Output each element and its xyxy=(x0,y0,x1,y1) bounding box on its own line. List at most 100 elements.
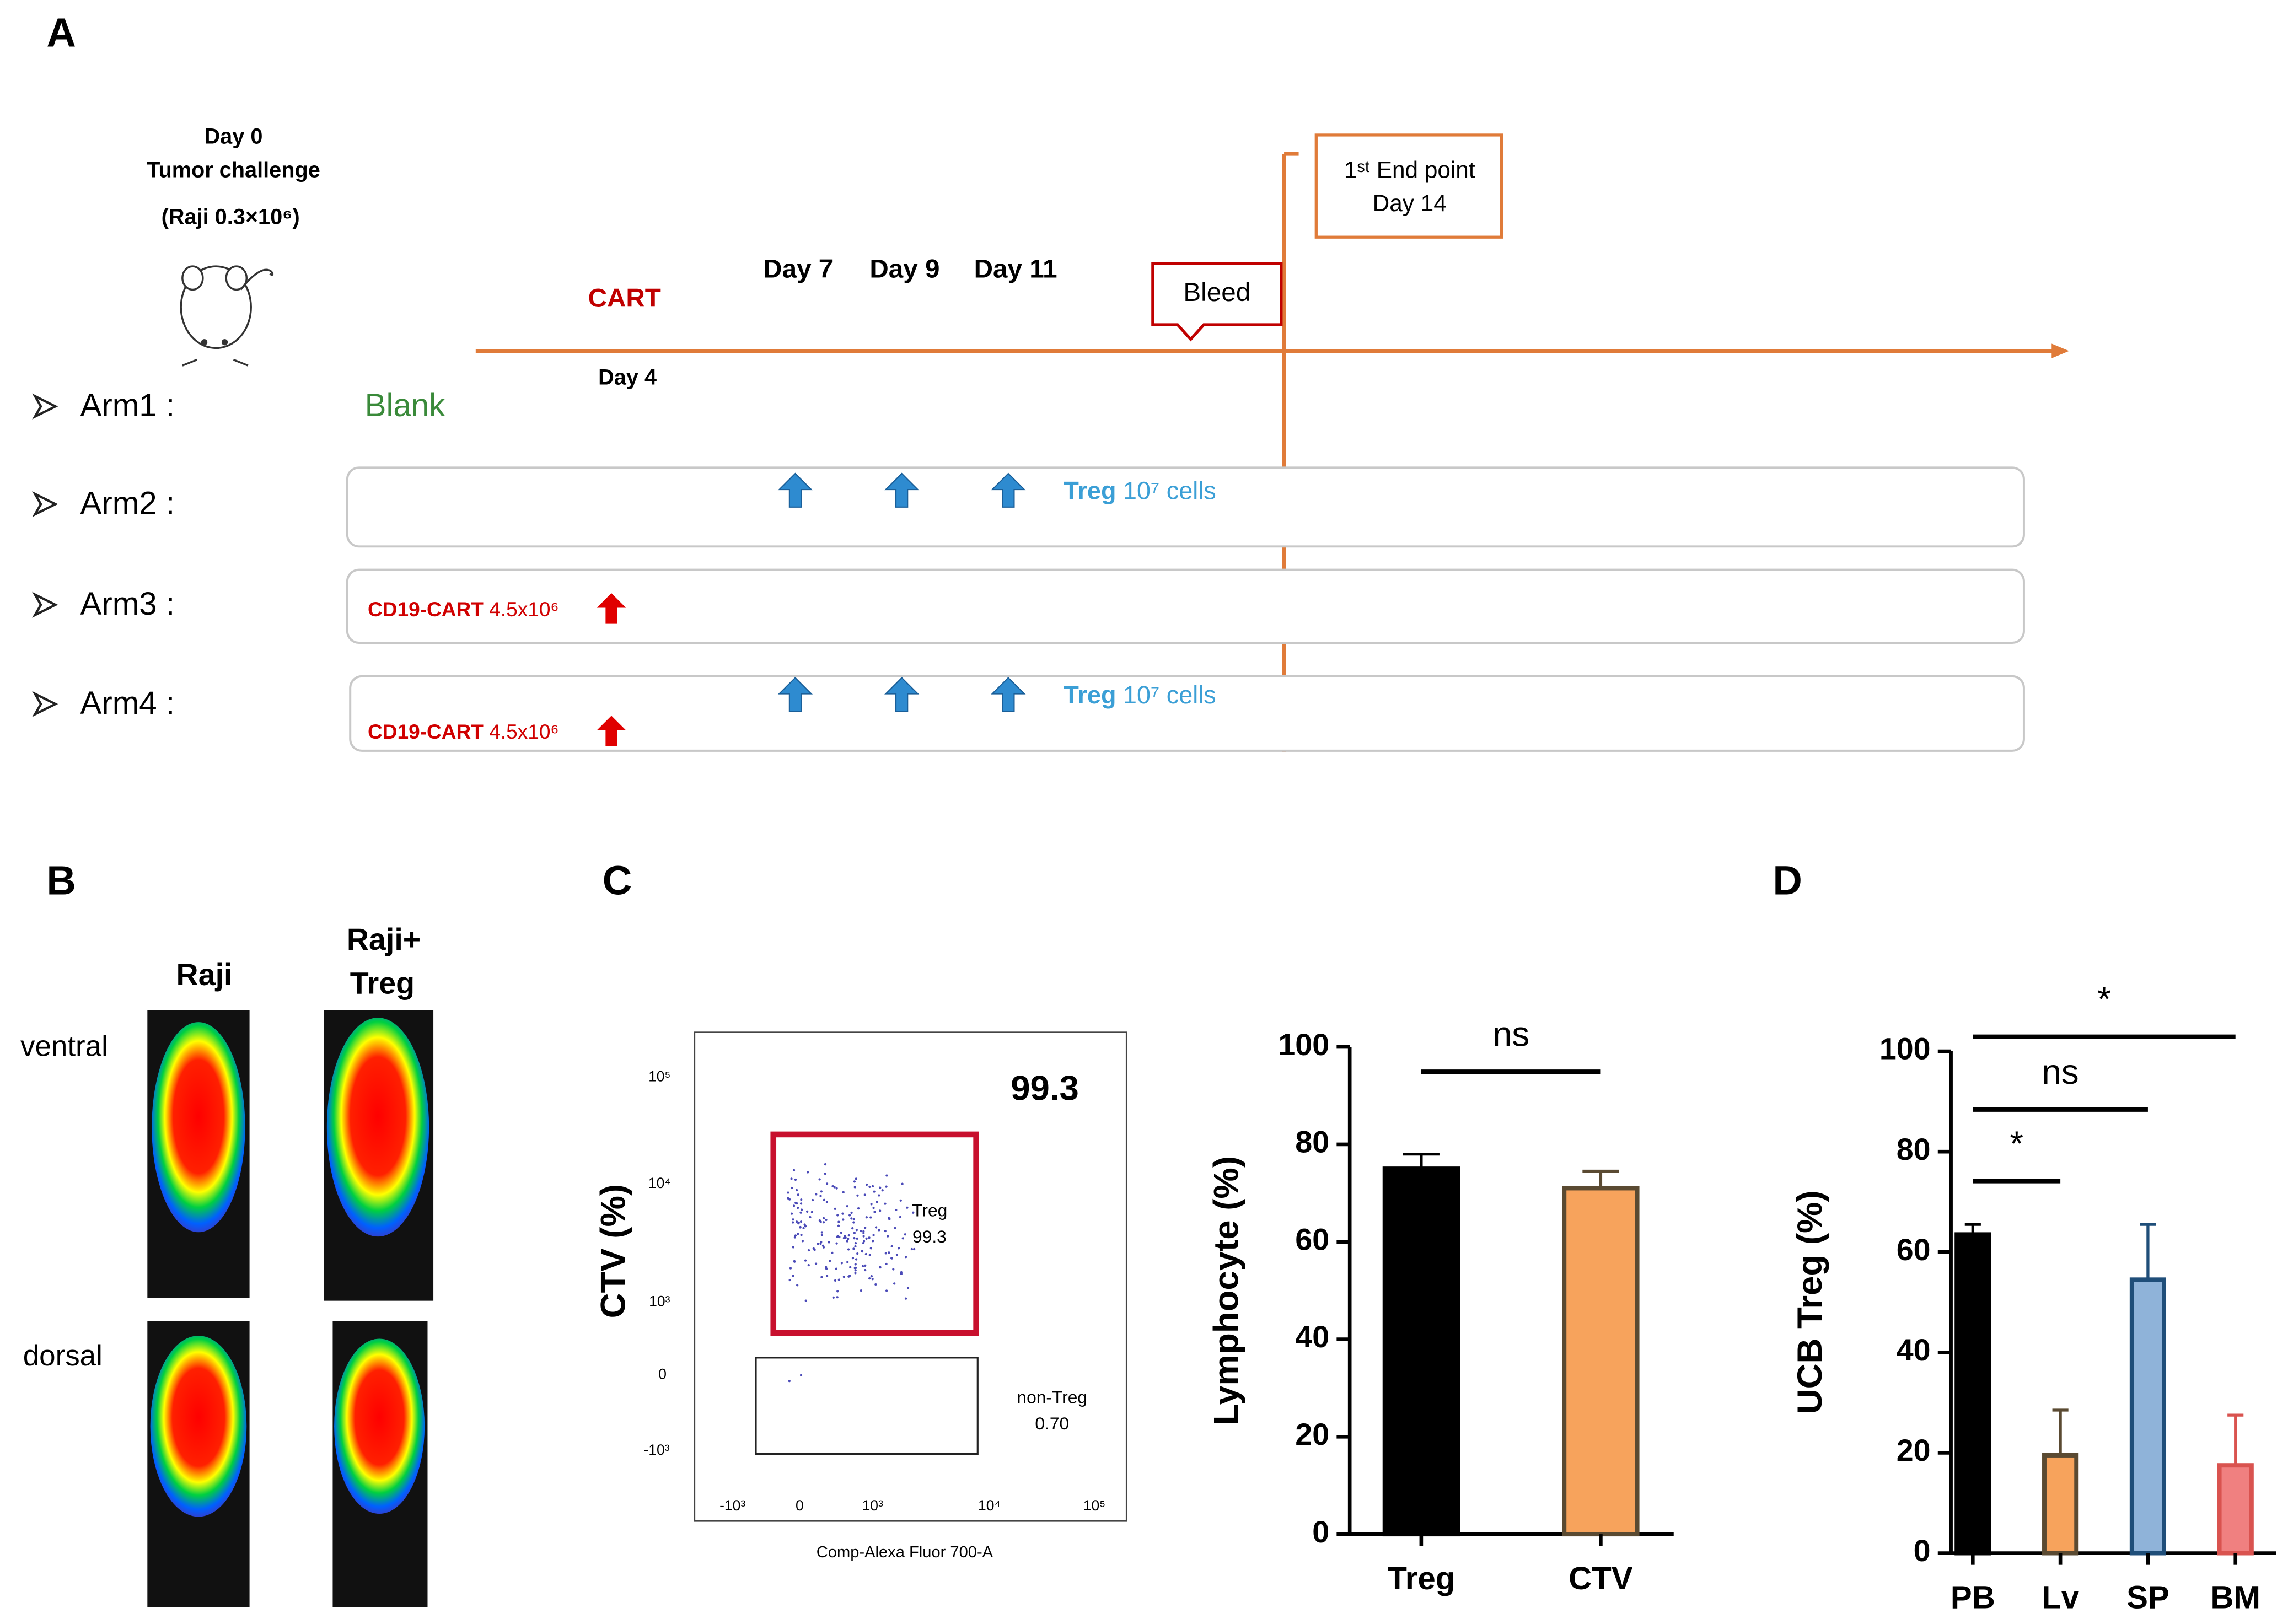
flow-xtick: 10⁵ xyxy=(1083,1497,1105,1514)
event-dot xyxy=(862,1232,865,1234)
event-dot xyxy=(842,1191,845,1193)
event-dot xyxy=(899,1199,902,1202)
event-dot xyxy=(825,1218,828,1222)
event-dot xyxy=(797,1206,799,1209)
day: Day 11 xyxy=(974,255,1057,284)
event-dot xyxy=(869,1216,872,1219)
event-dot xyxy=(872,1240,874,1243)
endpoint: 1ˢᵗ End point xyxy=(1344,157,1475,182)
x-tick-label: Treg xyxy=(1387,1561,1455,1596)
event-dot xyxy=(865,1216,868,1219)
arm-box xyxy=(346,466,2025,548)
event-dot xyxy=(837,1278,840,1281)
treg: Treg xyxy=(1064,681,1116,709)
event-dot xyxy=(863,1193,866,1196)
cart-name: CD19-CART xyxy=(368,720,484,743)
cart-text: CD19-CART 4.5x10⁶ xyxy=(368,598,559,621)
treg-text: Treg 10⁷ cells xyxy=(1064,476,1216,504)
event-dot xyxy=(910,1247,914,1251)
gate-value: 99.3 xyxy=(912,1227,947,1246)
event-dot xyxy=(825,1267,828,1270)
bar xyxy=(1954,1232,1991,1556)
y-tick-label: 80 xyxy=(1295,1125,1329,1159)
flow-xlabel: Comp-Alexa Fluor 700-A xyxy=(817,1544,993,1561)
event-dot xyxy=(806,1210,809,1213)
event-dot xyxy=(793,1260,796,1263)
significance-label: * xyxy=(2097,980,2111,1019)
y-tick-label: 20 xyxy=(1295,1417,1329,1451)
bullet xyxy=(32,491,58,518)
static-layer: A B C D Day 0 Tumor challenge (Raji 0.3×… xyxy=(20,10,2069,1607)
bleed-callout xyxy=(1151,262,1283,342)
event-dot xyxy=(861,1265,864,1268)
event-dot xyxy=(851,1256,855,1260)
event-dot xyxy=(819,1220,822,1223)
arm-label: Arm4 : xyxy=(80,685,175,721)
event-dot xyxy=(790,1177,793,1180)
event-dot xyxy=(868,1236,871,1239)
flow-frame xyxy=(694,1031,1127,1522)
y-tick-label: 100 xyxy=(1879,1032,1931,1066)
treg-arrow xyxy=(777,677,813,712)
event-dot xyxy=(852,1247,855,1250)
event-dot xyxy=(835,1187,838,1190)
gate-name: Treg xyxy=(912,1201,947,1220)
event-dot xyxy=(789,1267,792,1270)
event-dot xyxy=(855,1229,858,1232)
event-dot xyxy=(888,1218,891,1220)
event-dot xyxy=(836,1214,839,1217)
event-dot xyxy=(890,1257,893,1260)
raji-dose: (Raji 0.3×10⁶) xyxy=(162,205,300,229)
event-dot xyxy=(814,1262,818,1265)
event-dot xyxy=(836,1235,840,1238)
event-dot xyxy=(788,1278,791,1282)
event-dot xyxy=(855,1177,857,1180)
event-dot xyxy=(853,1232,856,1234)
significance-label: ns xyxy=(1492,1014,1529,1053)
event-dot xyxy=(800,1208,803,1211)
significance-label: * xyxy=(2010,1124,2023,1163)
bullet xyxy=(32,591,58,618)
event-dot xyxy=(820,1276,823,1278)
event-dot xyxy=(847,1238,850,1240)
event-dot xyxy=(807,1263,810,1267)
y-tick-label: 80 xyxy=(1897,1132,1931,1166)
event-dot xyxy=(797,1193,799,1196)
event-dot xyxy=(837,1220,840,1223)
flow-ylabel: CTV (%) xyxy=(594,1184,633,1318)
event-dot xyxy=(828,1241,830,1244)
event-dot xyxy=(892,1268,895,1271)
x-tick-label: BM xyxy=(2210,1580,2260,1616)
event-dot xyxy=(854,1241,857,1245)
event-dot xyxy=(848,1214,851,1217)
event-dot xyxy=(884,1230,887,1233)
event-dot xyxy=(829,1260,831,1262)
signal xyxy=(150,1336,247,1517)
event-dot xyxy=(872,1207,875,1209)
y-tick-label: 40 xyxy=(1295,1320,1329,1354)
event-dot xyxy=(792,1204,796,1207)
event-dot xyxy=(904,1256,907,1259)
event-dot xyxy=(870,1203,873,1206)
event-dot xyxy=(885,1174,888,1177)
event-dot xyxy=(797,1233,799,1235)
event-dot xyxy=(794,1234,797,1237)
event-dot xyxy=(864,1227,867,1229)
event-dot xyxy=(893,1282,896,1285)
row-label: dorsal xyxy=(23,1340,103,1372)
event-dot xyxy=(820,1240,823,1244)
event-dot xyxy=(818,1178,821,1181)
event-dot xyxy=(853,1236,856,1240)
gate-value: 0.70 xyxy=(1035,1413,1069,1433)
day4: Day 4 xyxy=(598,365,657,389)
gate-name: non-Treg xyxy=(1017,1387,1087,1407)
event-dot xyxy=(793,1236,797,1239)
treg-gate xyxy=(770,1131,979,1336)
event-dot xyxy=(812,1198,814,1202)
event-dot xyxy=(890,1245,893,1248)
event-dot xyxy=(847,1234,850,1237)
event-dot xyxy=(874,1283,877,1286)
event-dot xyxy=(824,1172,826,1175)
cart-name: CD19-CART xyxy=(368,598,484,621)
event-dot xyxy=(799,1374,803,1376)
